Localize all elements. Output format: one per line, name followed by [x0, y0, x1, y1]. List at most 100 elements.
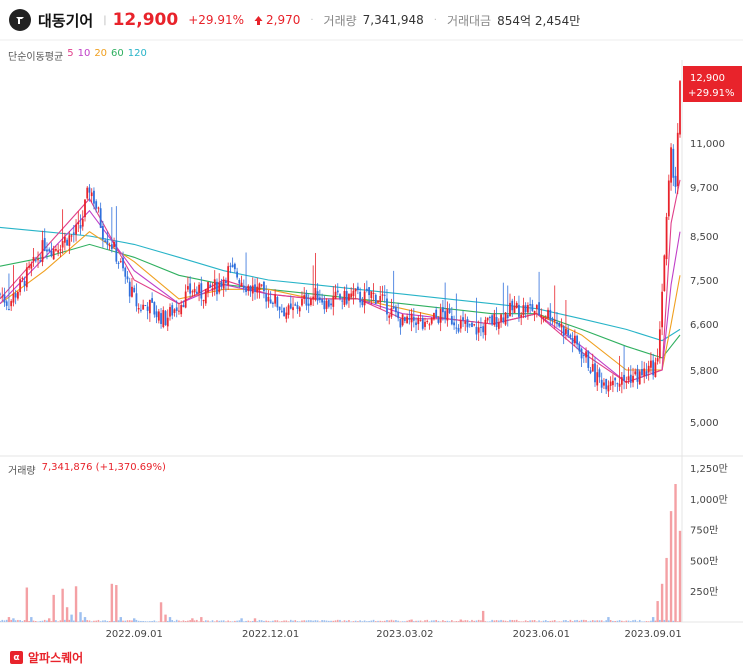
volume-bar [585, 620, 587, 622]
footer-brand[interactable]: α 알파스퀘어 [10, 649, 83, 666]
volume-bar [399, 621, 402, 622]
candle-body [569, 334, 572, 338]
volume-bar [258, 619, 261, 622]
candle-body [627, 376, 630, 381]
candle-body [603, 382, 605, 386]
candle-body [641, 369, 643, 376]
volume-bar [133, 618, 136, 622]
candle-body [88, 187, 91, 193]
candle-body [5, 301, 8, 306]
volume-bar [446, 620, 449, 622]
candle-body [8, 309, 10, 311]
candle-body [359, 291, 362, 303]
volume-bar [511, 619, 514, 622]
candle-body [459, 320, 462, 329]
candle-body [169, 307, 171, 317]
candle-body [157, 311, 160, 321]
volume-bar [676, 621, 679, 622]
volume-bar [164, 614, 167, 622]
candle-body [178, 310, 180, 312]
candle-body [81, 218, 84, 227]
candle-body [307, 303, 310, 306]
candle-body [260, 284, 263, 286]
volume-bar [518, 621, 520, 622]
volume-bar [187, 620, 189, 622]
candle-body [108, 245, 111, 247]
candle-body [314, 287, 317, 300]
candle-body [547, 309, 549, 319]
candle-body [390, 307, 393, 317]
candle-body [310, 298, 312, 305]
candle-body [218, 283, 221, 293]
volume-bar [515, 619, 518, 622]
volume-bar [310, 620, 312, 622]
volume-bar [464, 620, 467, 622]
volume-bar [616, 620, 619, 622]
candle-body [426, 320, 429, 322]
candle-body [433, 312, 435, 320]
volume-bar [609, 620, 612, 622]
candle-body [75, 224, 77, 235]
candle-body [242, 285, 245, 289]
ma-legend-5[interactable]: 5 [67, 48, 74, 59]
volume-bar [79, 612, 82, 622]
x-tick-label: 2022.12.01 [242, 629, 299, 640]
candle-body [173, 309, 176, 313]
volume-bar [216, 620, 218, 622]
volume-bar [222, 620, 225, 622]
volume-bar [674, 484, 677, 622]
candle-body [439, 308, 442, 323]
volume-bar [459, 619, 462, 622]
candle-body [283, 307, 285, 317]
volume-bar [119, 617, 122, 622]
volume-bar [305, 620, 308, 622]
candle-body [399, 318, 402, 328]
candle-body [198, 284, 200, 293]
candle-body [263, 281, 265, 292]
candle-body [412, 316, 415, 321]
volume-bar [175, 619, 178, 622]
volume-bar [151, 621, 153, 622]
candle-body [146, 306, 149, 311]
volume-bar [113, 621, 115, 622]
volume-bar [149, 621, 151, 622]
candle-body [28, 265, 30, 268]
candle-body [379, 295, 382, 303]
candle-body [289, 303, 292, 309]
volume-bar [294, 620, 297, 622]
volume-bar [70, 614, 73, 622]
volume-bar [383, 620, 386, 622]
candle-body [502, 317, 505, 323]
volume-bar [348, 619, 350, 622]
candle-body [312, 296, 315, 300]
volume-bar [323, 620, 326, 622]
candle-body [213, 279, 216, 290]
volume-bar [372, 619, 375, 622]
ma-legend-60[interactable]: 60 [111, 48, 124, 59]
candle-body [19, 279, 22, 293]
candle-body [16, 291, 19, 299]
candle-body [265, 293, 268, 302]
volume-bar [455, 621, 458, 622]
price-tick-label: 11,000 [690, 139, 725, 150]
ma-legend-120[interactable]: 120 [127, 48, 147, 59]
ma-legend[interactable]: 단순이동평균 5 10 20 60 120 [8, 48, 147, 63]
candle-body [34, 260, 37, 262]
candle-body [544, 317, 547, 319]
ma-legend-10[interactable]: 10 [77, 48, 91, 59]
candle-body [339, 294, 341, 299]
candle-body [334, 291, 337, 299]
price-tick-label: 7,500 [690, 276, 719, 287]
volume-bar [533, 620, 536, 622]
candle-body [117, 262, 120, 264]
candle-body [256, 286, 259, 293]
candle-body [72, 232, 75, 234]
volume-bar [173, 621, 176, 622]
volume-bar [406, 620, 408, 622]
candle-body [600, 379, 603, 388]
volume-bar [227, 620, 229, 622]
candle-body [63, 236, 66, 243]
ma-legend-20[interactable]: 20 [94, 48, 108, 59]
volume-bar [23, 620, 26, 622]
